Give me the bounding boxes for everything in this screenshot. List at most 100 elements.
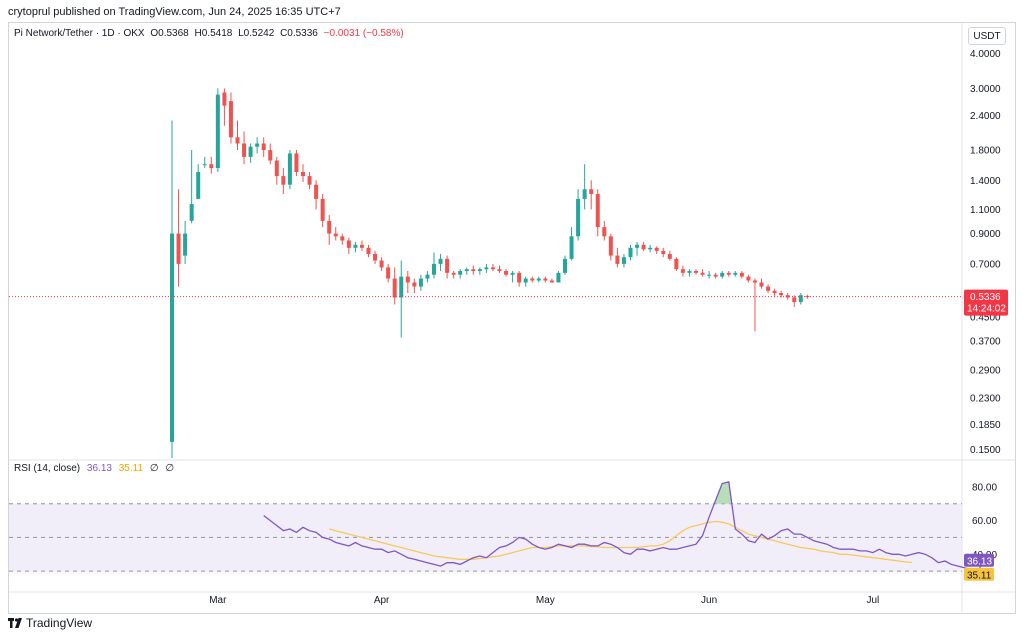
candle-body	[386, 267, 391, 279]
candle	[615, 247, 620, 268]
open-value: O0.5368	[150, 28, 189, 39]
rsi-ma-tag-label: 35.11	[967, 570, 992, 581]
candle-body	[268, 150, 273, 161]
rsi-value: 36.13	[86, 463, 112, 474]
candle-body	[294, 153, 299, 173]
candle	[386, 263, 391, 283]
candle	[628, 244, 633, 261]
candle	[759, 278, 764, 289]
candle	[504, 269, 509, 277]
candle	[359, 240, 364, 251]
candle-body	[438, 258, 443, 264]
candle-body	[752, 280, 757, 283]
candle	[694, 269, 698, 275]
candle-body	[792, 297, 797, 303]
rsi-legend: RSI (14, close) 36.13 35.11 ∅ ∅	[14, 463, 174, 474]
candle	[549, 278, 554, 283]
candle-body	[340, 236, 345, 241]
candle-body	[399, 276, 404, 298]
time-tick-label: Jul	[866, 595, 879, 606]
rsi-line	[263, 480, 991, 572]
candle-body	[510, 272, 515, 275]
candle	[248, 143, 253, 163]
candle-body	[222, 92, 227, 106]
candle-body	[608, 236, 613, 256]
candle-body	[733, 272, 738, 275]
candle-body	[373, 253, 378, 261]
candle	[399, 260, 404, 338]
candle	[261, 137, 266, 157]
candle-body	[301, 172, 305, 177]
candle-body	[628, 247, 633, 258]
time-tick-label: May	[536, 595, 555, 606]
attribution-text: crytoprul published on TradingView.com, …	[8, 6, 341, 18]
candle	[327, 215, 332, 245]
candle-body	[255, 143, 260, 147]
candle-body	[497, 269, 502, 272]
candle	[595, 189, 600, 237]
price-tick-label: 0.2900	[970, 366, 1001, 377]
candle	[255, 137, 260, 154]
candle	[215, 88, 220, 173]
candle	[654, 246, 659, 254]
candle-body	[451, 272, 456, 275]
close-value: C0.5336	[280, 28, 318, 39]
low-value: L0.5242	[238, 28, 275, 39]
candle-body	[569, 236, 574, 259]
candle	[582, 164, 587, 210]
candle	[497, 265, 502, 273]
candle	[720, 271, 725, 279]
candle-body	[589, 189, 594, 194]
candle-body	[694, 271, 698, 273]
candle-body	[366, 247, 371, 254]
candle-body	[700, 272, 705, 275]
price-tick-label: 0.7000	[970, 259, 1001, 270]
candle-body	[170, 233, 174, 442]
candle	[576, 189, 581, 241]
candle	[202, 156, 207, 169]
candle-body	[582, 189, 587, 199]
candle	[373, 250, 378, 264]
candle	[798, 292, 803, 305]
candle	[268, 143, 273, 165]
candle-body	[654, 247, 659, 251]
candle	[543, 276, 548, 283]
candle	[301, 164, 305, 183]
candle-body	[471, 269, 476, 272]
candle-body	[248, 146, 253, 157]
candle	[222, 88, 227, 126]
candle-body	[209, 164, 214, 169]
candle	[608, 233, 613, 261]
currency-button[interactable]: USDT	[968, 27, 1006, 45]
candle-body	[320, 198, 325, 221]
candle-body	[418, 278, 423, 287]
candle	[209, 156, 214, 174]
candle	[170, 120, 174, 458]
price-tick-label: 1.1000	[970, 205, 1001, 216]
candle-body	[504, 271, 509, 275]
candle	[464, 267, 469, 275]
tradingview-logo-icon	[8, 618, 22, 628]
candle-body	[215, 94, 220, 169]
candle	[648, 244, 653, 253]
candle-body	[635, 244, 640, 248]
candle-body	[261, 143, 266, 151]
rsi-tick-label: 60.00	[972, 516, 997, 527]
candle-body	[242, 143, 247, 157]
candle	[661, 247, 666, 258]
candle	[333, 227, 338, 241]
footer-brand[interactable]: TradingView	[8, 616, 92, 630]
candle-body	[228, 101, 233, 138]
price-tick-label: 3.0000	[970, 84, 1001, 95]
candle-body	[425, 274, 430, 279]
candle-body	[766, 286, 771, 291]
candle	[713, 272, 718, 279]
candle	[412, 278, 417, 293]
candle-body	[602, 227, 607, 237]
price-tick-label: 2.4000	[970, 111, 1001, 122]
rsi-overbought-fill	[712, 481, 732, 504]
time-tick-label: Mar	[209, 595, 227, 606]
price-tick-label: 0.1500	[970, 445, 1001, 456]
candle-body	[464, 269, 469, 272]
